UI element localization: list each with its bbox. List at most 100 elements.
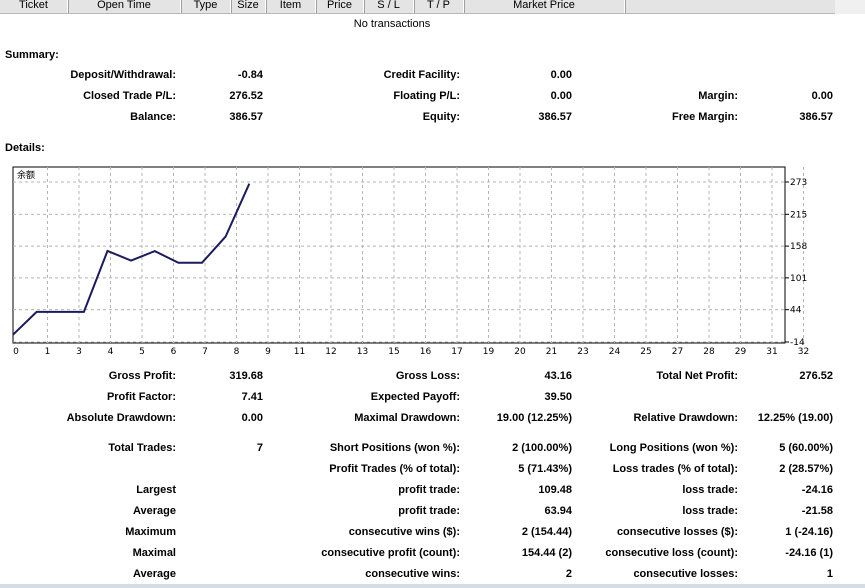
x-tick-label: 4 — [108, 347, 114, 357]
largest-profit-value: 109.48 — [538, 484, 572, 496]
maximal-consec-loss-value: -24.16 (1) — [785, 547, 833, 559]
gross-loss-value: 43.16 — [544, 370, 572, 382]
average-loss-label: loss trade: — [682, 505, 738, 517]
margin-value: 0.00 — [811, 90, 833, 102]
closed-pl-value: 276.52 — [229, 90, 263, 102]
col-open-time[interactable]: Open Time — [68, 0, 181, 13]
x-tick-label: 28 — [703, 347, 715, 357]
x-tick-label: 17 — [451, 347, 462, 357]
x-tick-labels: 0 1 3 4 5 6 7 8 9 11 12 13 15 16 17 19 20 21 23 24 25 27 28 29 3… — [13, 347, 809, 357]
equity-label: Equity: — [422, 111, 460, 123]
y-tick-label: 215 — [790, 210, 807, 220]
expected-payoff-label: Expected Payoff: — [370, 391, 460, 403]
average-loss-value: -21.58 — [801, 505, 833, 517]
floating-pl-label: Floating P/L: — [393, 90, 460, 102]
x-tick-label: 16 — [420, 347, 432, 357]
avg-consec-losses-label: consecutive losses: — [633, 568, 738, 580]
col-item[interactable]: Item — [266, 0, 316, 13]
x-tick-label: 3 — [76, 347, 82, 357]
short-positions-value: 2 (100.00%) — [512, 442, 572, 454]
maximal-label: Maximal — [132, 547, 176, 559]
col-tp[interactable]: T / P — [414, 0, 464, 13]
x-tick-label: 25 — [640, 347, 651, 357]
chart-title: 余额 — [17, 169, 35, 181]
col-price[interactable]: Price — [316, 0, 364, 13]
balance-series-line — [12, 183, 251, 336]
transactions-header — [0, 0, 835, 14]
average-profit-value: 63.94 — [544, 505, 572, 517]
bottom-scrollbar[interactable] — [0, 584, 865, 588]
max-consec-wins-label: consecutive wins ($): — [348, 526, 460, 538]
chart-frame — [12, 166, 786, 344]
x-tick-label: 29 — [735, 347, 747, 357]
maximal-consec-profit-label: consecutive profit (count): — [321, 547, 460, 559]
col-sl[interactable]: S / L — [364, 0, 414, 13]
x-tick-label: 5 — [139, 347, 145, 357]
gross-profit-label: Gross Profit: — [108, 370, 176, 382]
header-corner — [835, 0, 865, 14]
total-net-label: Total Net Profit: — [656, 370, 738, 382]
expected-payoff-value: 39.50 — [544, 391, 572, 403]
x-tick-label: 1 — [45, 347, 51, 357]
x-tick-label: 24 — [609, 347, 621, 357]
x-tick-label: 20 — [514, 347, 526, 357]
gross-loss-label: Gross Loss: — [395, 370, 460, 382]
abs-drawdown-value: 0.00 — [241, 412, 263, 424]
col-market-price[interactable]: Market Price — [464, 0, 625, 13]
max-consec-losses-value: 1 (-24.16) — [785, 526, 833, 538]
x-tick-label: 21 — [546, 347, 557, 357]
largest-loss-value: -24.16 — [801, 484, 833, 496]
y-tick-label: 273 — [790, 178, 807, 188]
total-trades-value: 7 — [256, 442, 263, 454]
largest-label: Largest — [136, 484, 176, 496]
deposit-value: -0.84 — [237, 69, 263, 81]
avg-consec-wins-label: consecutive wins: — [365, 568, 460, 580]
total-net-value: 276.52 — [799, 370, 833, 382]
x-tick-label: 19 — [483, 347, 495, 357]
profit-factor-value: 7.41 — [241, 391, 263, 403]
max-consec-wins-value: 2 (154.44) — [521, 526, 572, 538]
col-ticket[interactable]: Ticket — [0, 0, 68, 13]
y-tick-labels: 273 215 158 101 44 -14 — [785, 178, 807, 348]
x-tick-label: 0 — [13, 347, 19, 357]
long-positions-label: Long Positions (won %): — [609, 442, 738, 454]
balance-chart: 0 1 3 4 5 6 7 8 9 11 12 13 15 16 17 19 20 21 23 24 25 27 28 29 3… — [12, 166, 809, 357]
x-tick-label: 9 — [265, 347, 271, 357]
x-tick-label: 27 — [672, 347, 683, 357]
balance-value: 386.57 — [229, 111, 263, 123]
avg-consec-losses-value: 1 — [826, 568, 833, 580]
credit-label: Credit Facility: — [383, 69, 460, 81]
credit-value: 0.00 — [550, 69, 572, 81]
x-tick-label: 23 — [577, 347, 588, 357]
rel-drawdown-label: Relative Drawdown: — [633, 412, 738, 424]
abs-drawdown-label: Absolute Drawdown: — [66, 412, 176, 424]
col-size[interactable]: Size — [231, 0, 266, 13]
free-margin-label: Free Margin: — [671, 111, 738, 123]
total-trades-label: Total Trades: — [108, 442, 176, 454]
details-title: Details: — [5, 142, 45, 154]
x-tick-label: 31 — [766, 347, 777, 357]
chart-grid — [13, 167, 804, 343]
maximal-consec-profit-value: 154.44 (2) — [521, 547, 572, 559]
x-tick-label: 15 — [388, 347, 399, 357]
max-consec-losses-label: consecutive losses ($): — [616, 526, 738, 538]
avg-consec-wins-value: 2 — [565, 568, 572, 580]
loss-trades-value: 2 (28.57%) — [779, 463, 833, 475]
rel-drawdown-value: 12.25% (19.00) — [757, 412, 833, 424]
average-label: Average — [132, 505, 176, 517]
max-drawdown-label: Maximal Drawdown: — [354, 412, 460, 424]
short-positions-label: Short Positions (won %): — [329, 442, 460, 454]
largest-loss-label: loss trade: — [682, 484, 738, 496]
x-tick-label: 13 — [357, 347, 368, 357]
margin-label: Margin: — [698, 90, 738, 102]
col-type[interactable]: Type — [181, 0, 231, 13]
y-tick-label: 158 — [790, 242, 807, 252]
y-tick-label: 101 — [790, 274, 807, 284]
x-tick-label: 6 — [171, 347, 177, 357]
balance-label: Balance: — [130, 111, 176, 123]
y-tick-label: 44 — [790, 306, 802, 316]
average-profit-label: profit trade: — [398, 505, 460, 517]
x-tick-label: 11 — [294, 347, 305, 357]
deposit-label: Deposit/Withdrawal: — [70, 69, 176, 81]
x-tick-label: 7 — [202, 347, 208, 357]
